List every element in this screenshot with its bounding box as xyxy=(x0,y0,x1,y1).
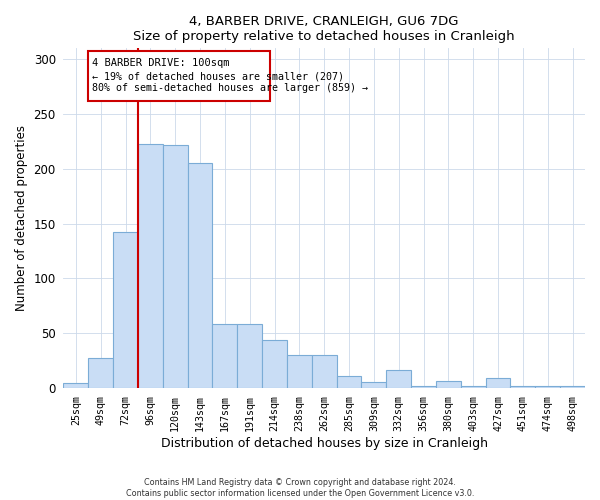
Bar xyxy=(212,324,237,388)
Bar xyxy=(511,386,535,388)
Text: 80% of semi-detached houses are larger (859) →: 80% of semi-detached houses are larger (… xyxy=(92,84,368,94)
Bar xyxy=(436,381,461,388)
Bar xyxy=(337,376,361,388)
Bar xyxy=(188,164,212,388)
Bar xyxy=(138,144,163,388)
Bar xyxy=(113,232,138,388)
Bar xyxy=(485,378,511,388)
Bar xyxy=(535,386,560,388)
Text: ← 19% of detached houses are smaller (207): ← 19% of detached houses are smaller (20… xyxy=(92,72,344,82)
Y-axis label: Number of detached properties: Number of detached properties xyxy=(15,125,28,311)
Title: 4, BARBER DRIVE, CRANLEIGH, GU6 7DG
Size of property relative to detached houses: 4, BARBER DRIVE, CRANLEIGH, GU6 7DG Size… xyxy=(133,15,515,43)
Bar xyxy=(312,355,337,388)
X-axis label: Distribution of detached houses by size in Cranleigh: Distribution of detached houses by size … xyxy=(161,437,488,450)
Bar xyxy=(163,144,188,388)
Bar xyxy=(461,386,485,388)
Bar xyxy=(560,386,585,388)
Bar xyxy=(411,386,436,388)
Bar xyxy=(88,358,113,388)
Bar xyxy=(287,355,312,388)
Bar xyxy=(386,370,411,388)
Bar xyxy=(262,340,287,388)
FancyBboxPatch shape xyxy=(88,50,269,101)
Bar xyxy=(64,384,88,388)
Text: Contains HM Land Registry data © Crown copyright and database right 2024.
Contai: Contains HM Land Registry data © Crown c… xyxy=(126,478,474,498)
Bar xyxy=(361,382,386,388)
Bar xyxy=(237,324,262,388)
Text: 4 BARBER DRIVE: 100sqm: 4 BARBER DRIVE: 100sqm xyxy=(92,58,230,68)
